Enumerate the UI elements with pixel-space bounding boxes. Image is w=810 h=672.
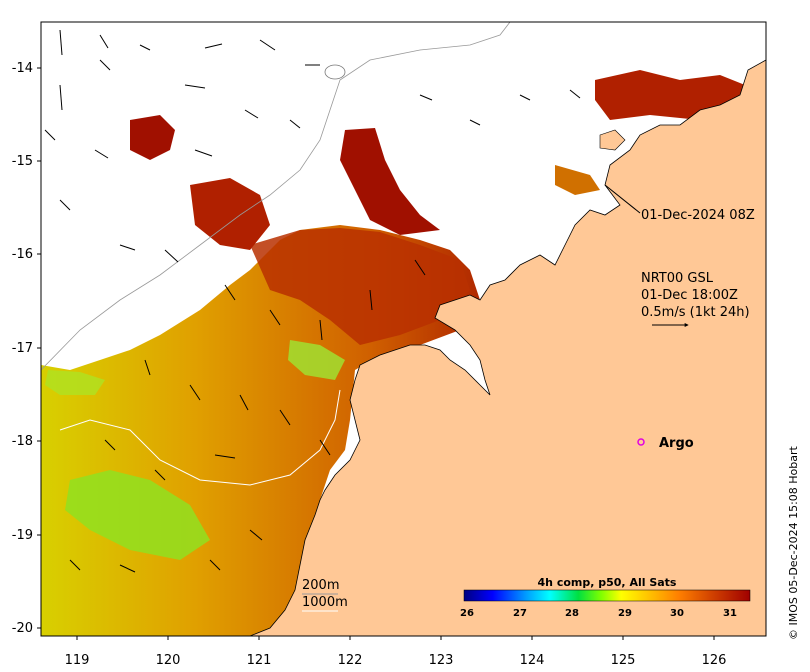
sst-patch-north-1 bbox=[130, 115, 175, 160]
colorbar-tick-30: 30 bbox=[670, 608, 684, 619]
colorbar-tick-26: 26 bbox=[460, 608, 474, 619]
land-mass bbox=[249, 59, 766, 636]
colorbar-tick-27: 27 bbox=[513, 608, 527, 619]
current-source-label: NRT00 GSL bbox=[641, 271, 714, 286]
current-vectors bbox=[44, 29, 581, 573]
argo-label: Argo bbox=[659, 436, 694, 451]
colorbar-gradient bbox=[463, 589, 751, 602]
lon-tick-123: 123 bbox=[429, 653, 454, 668]
contour-200m bbox=[41, 22, 511, 371]
lat-tick-16: -16 bbox=[12, 247, 33, 262]
colorbar: 4h comp, p50, All Sats 26 27 28 29 30 31 bbox=[460, 576, 751, 619]
credit-label: © IMOS 05-Dec-2024 15:08 Hobart bbox=[787, 445, 800, 640]
contour-shoal bbox=[324, 64, 346, 80]
lat-tick-14: -14 bbox=[12, 61, 33, 76]
lon-tick-121: 121 bbox=[247, 653, 272, 668]
lon-tick-124: 124 bbox=[520, 653, 545, 668]
sst-swath-warm-band bbox=[250, 228, 470, 345]
depth-200m-label: 200m bbox=[302, 578, 339, 593]
pass-time-leader bbox=[604, 184, 641, 214]
axis-ticks bbox=[37, 67, 715, 640]
argo-marker bbox=[637, 438, 645, 446]
pass-time-label: 01-Dec-2024 08Z bbox=[641, 208, 755, 223]
sst-green-patch-2 bbox=[288, 340, 345, 380]
lon-tick-125: 125 bbox=[611, 653, 636, 668]
latitude-labels: -14 -15 -16 -17 -18 -19 -20 bbox=[12, 61, 33, 636]
lat-tick-18: -18 bbox=[12, 434, 33, 449]
colorbar-tick-28: 28 bbox=[565, 608, 579, 619]
lat-tick-17: -17 bbox=[12, 341, 33, 356]
sst-green-patch-1 bbox=[65, 470, 210, 560]
sst-patch-north-2 bbox=[340, 128, 440, 235]
current-time-label: 01-Dec 18:00Z bbox=[641, 288, 738, 303]
lat-tick-19: -19 bbox=[12, 528, 33, 543]
sst-patch-coast-east bbox=[555, 165, 600, 195]
island-reef bbox=[599, 129, 626, 151]
colorbar-title: 4h comp, p50, All Sats bbox=[538, 576, 677, 589]
current-scale-label: 0.5m/s (1kt 24h) bbox=[641, 305, 750, 320]
lon-tick-120: 120 bbox=[156, 653, 181, 668]
depth-1000m-label: 1000m bbox=[302, 595, 348, 610]
lon-tick-119: 119 bbox=[65, 653, 90, 668]
sst-patch-north-3 bbox=[190, 178, 270, 250]
longitude-labels: 119 120 121 122 123 124 125 126 bbox=[65, 653, 727, 668]
lat-tick-15: -15 bbox=[12, 154, 33, 169]
colorbar-tick-29: 29 bbox=[618, 608, 632, 619]
sst-green-patch-3 bbox=[45, 370, 105, 395]
colorbar-tick-31: 31 bbox=[723, 608, 737, 619]
contour-1000m bbox=[59, 389, 341, 486]
lon-tick-122: 122 bbox=[338, 653, 363, 668]
sst-patch-northeast bbox=[595, 70, 745, 120]
plot-frame bbox=[40, 21, 767, 637]
lat-tick-20: -20 bbox=[12, 621, 33, 636]
lon-tick-126: 126 bbox=[702, 653, 727, 668]
